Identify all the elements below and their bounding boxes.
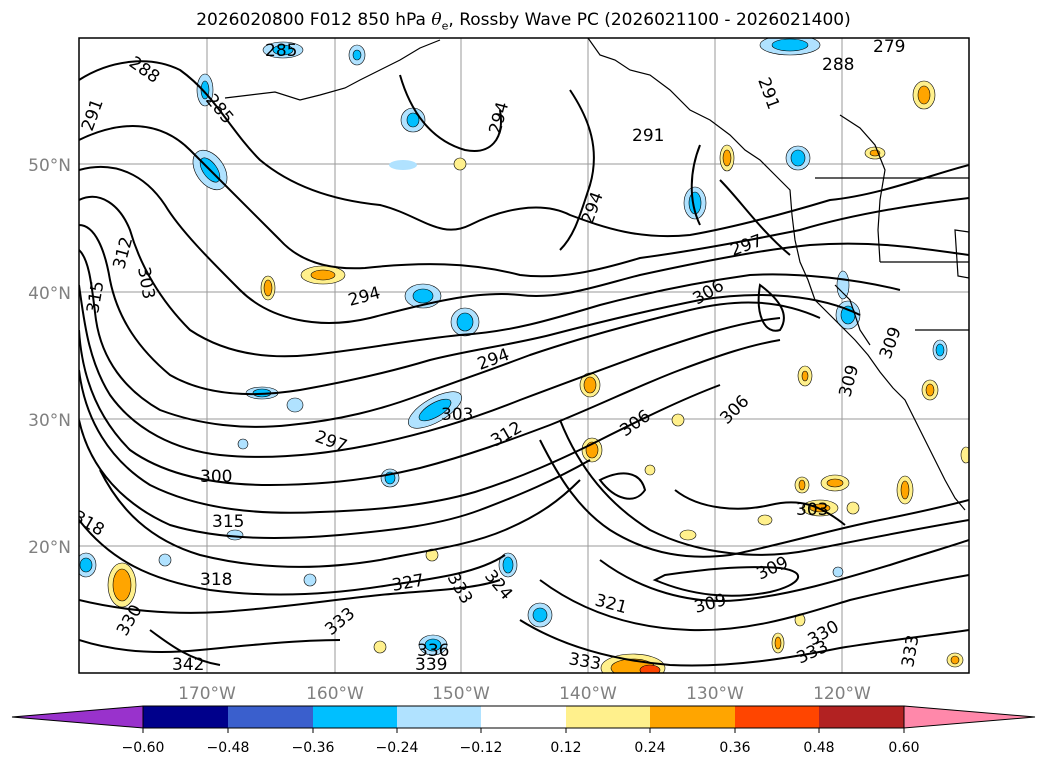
contour-label: 318 xyxy=(200,570,232,590)
gridlines xyxy=(79,38,969,673)
lat-label: 20°N xyxy=(28,538,71,558)
contour-label: 342 xyxy=(172,655,204,675)
colorbar-tick: 0.36 xyxy=(719,740,750,756)
lat-label: 50°N xyxy=(28,156,71,176)
colorbar: −0.60 −0.48 −0.36 −0.24 −0.12 0.12 0.24 … xyxy=(11,705,1036,756)
title-suffix: , Rossby Wave PC (2026021100 - 202602140… xyxy=(448,10,851,30)
latitude-labels: 50°N 40°N 30°N 20°N xyxy=(28,156,71,558)
contour-label: 303 xyxy=(796,500,828,520)
colorbar-tick: −0.60 xyxy=(122,740,165,756)
colorbar-segment xyxy=(143,706,228,728)
colorbar-segment xyxy=(566,706,650,728)
colorbar-segment xyxy=(650,706,735,728)
map-panel: 288 285 285 291 294 291 291 279 288 294 … xyxy=(79,37,969,675)
contour-label: 336 xyxy=(417,641,449,661)
contour-label: 303 xyxy=(441,405,473,425)
colorbar-tick: 0.60 xyxy=(888,740,919,756)
colorbar-segment xyxy=(313,706,397,728)
colorbar-segment xyxy=(735,706,819,728)
lon-label: 140°W xyxy=(559,684,617,704)
longitude-labels: 170°W 160°W 150°W 140°W 130°W 120°W xyxy=(178,684,871,704)
contour-label: 339 xyxy=(415,655,447,675)
title-subscript: e xyxy=(441,19,449,33)
contour-label: 279 xyxy=(873,37,905,57)
colorbar-segment xyxy=(819,706,904,728)
contour-label: 333 xyxy=(567,649,602,674)
colorbar-extend-right xyxy=(903,705,1036,729)
contour-label: 300 xyxy=(200,467,232,487)
colorbar-segment xyxy=(228,706,313,728)
contour-label: 285 xyxy=(265,41,297,61)
colorbar-tick: 0.12 xyxy=(550,740,581,756)
contour-labels: 288 285 285 291 294 291 291 279 288 294 … xyxy=(79,37,924,675)
colorbar-segment xyxy=(481,706,566,728)
map-frame xyxy=(78,37,970,674)
contour-label: 315 xyxy=(212,512,244,532)
colorbar-tick: −0.36 xyxy=(292,740,335,756)
contour-label: 288 xyxy=(822,55,854,75)
map-title: 2026020800 F012 850 hPa θe, Rossby Wave … xyxy=(0,10,1047,32)
lon-label: 150°W xyxy=(432,684,490,704)
colorbar-extend-left xyxy=(11,705,144,729)
lon-label: 160°W xyxy=(306,684,364,704)
colorbar-tick: 0.48 xyxy=(803,740,834,756)
lat-label: 30°N xyxy=(28,411,71,431)
lon-label: 170°W xyxy=(178,684,236,704)
colorbar-tick: −0.48 xyxy=(207,740,250,756)
coastlines xyxy=(224,38,969,511)
colorbar-tick: 0.24 xyxy=(634,740,665,756)
colorbar-segment xyxy=(397,706,481,728)
title-prefix: 2026020800 F012 850 hPa xyxy=(196,10,432,30)
lat-label: 40°N xyxy=(28,284,71,304)
lon-label: 120°W xyxy=(813,684,871,704)
colorbar-tick: −0.24 xyxy=(376,740,419,756)
colorbar-tick: −0.12 xyxy=(460,740,503,756)
contour-label: 291 xyxy=(632,126,664,146)
lon-label: 130°W xyxy=(686,684,744,704)
theta-e-contours xyxy=(79,60,969,667)
title-symbol: θ xyxy=(431,10,442,30)
